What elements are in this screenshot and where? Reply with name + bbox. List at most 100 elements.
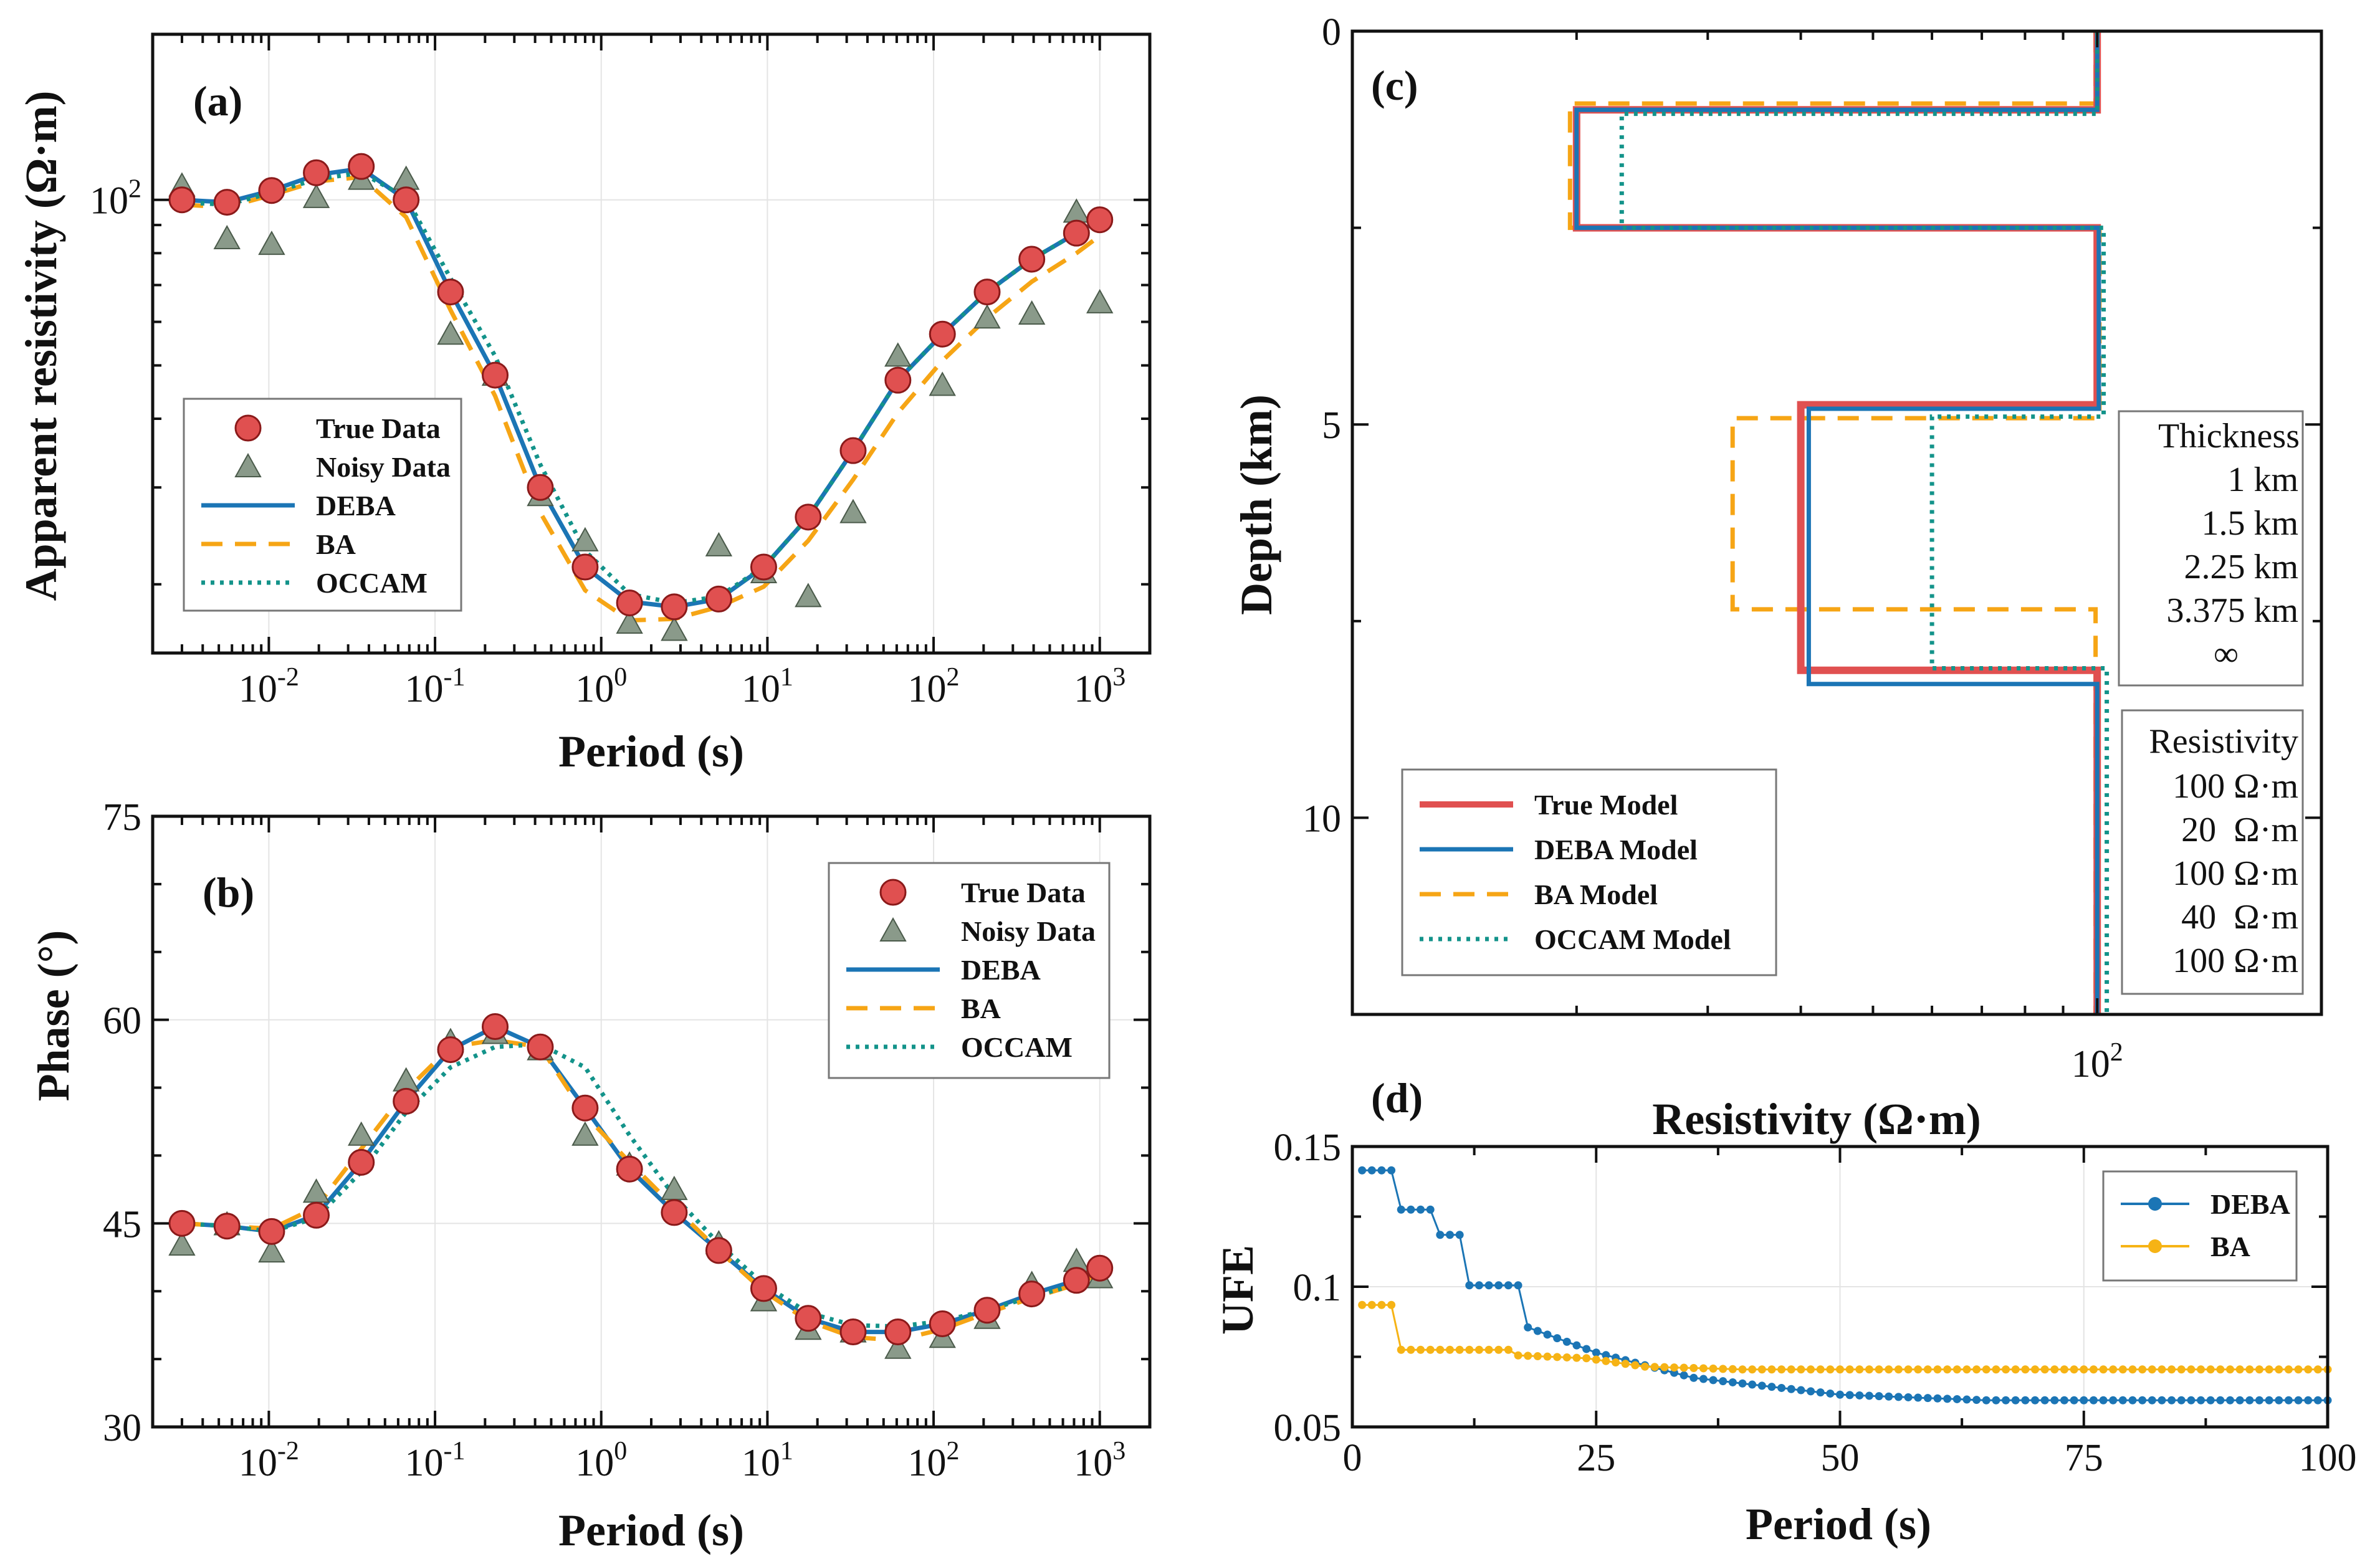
ufe-point-deba (1894, 1393, 1903, 1401)
true-data-point (1086, 1254, 1114, 1282)
true-data-point (839, 437, 867, 464)
ufe-point-ba (1446, 1345, 1454, 1354)
x-tick-label: 50 (1821, 1437, 1860, 1479)
ufe-point-deba (1407, 1205, 1415, 1214)
ufe-point-ba (1582, 1354, 1591, 1363)
true-data-point (571, 1094, 599, 1122)
ufe-point-deba (1738, 1379, 1747, 1388)
noisy-data-point (884, 1334, 912, 1359)
legend-label: Noisy Data (961, 915, 1096, 947)
ufe-point-ba (1709, 1364, 1718, 1373)
ufe-point-deba (1397, 1205, 1405, 1214)
ufe-point-deba (2060, 1396, 2068, 1404)
ufe-point-deba (1680, 1371, 1688, 1380)
ufe-point-deba (1914, 1393, 1923, 1402)
series-line-occam (181, 1042, 1101, 1329)
noisy-data-point (973, 304, 1001, 329)
y-tick-label: 102 (90, 175, 141, 222)
ufe-point-ba (1670, 1363, 1678, 1372)
ufe-point-deba (2021, 1396, 2030, 1404)
ufe-point-deba (1767, 1383, 1776, 1391)
thickness-value: ∞ (2214, 635, 2239, 674)
ufe-point-ba (1748, 1365, 1757, 1374)
ufe-point-ba (2060, 1365, 2068, 1374)
noisy-data-point (705, 532, 733, 556)
panel-c-plot-area: 0 5 10 102 True Model DEBA Model BA Model OCCAM… (1302, 11, 2323, 1085)
ufe-point-deba (2040, 1396, 2049, 1404)
true-data-point (661, 1199, 688, 1226)
ufe-point-ba (1377, 1300, 1386, 1309)
ufe-point-deba (2206, 1396, 2215, 1404)
ufe-point-ba (2177, 1365, 2186, 1374)
ufe-point-ba (1465, 1345, 1474, 1354)
ufe-point-deba (1455, 1231, 1464, 1239)
thickness-value: 1 km (2227, 460, 2298, 499)
ufe-point-deba (1358, 1166, 1367, 1175)
ufe-point-ba (1514, 1351, 1522, 1360)
legend-label: DEBA (316, 490, 396, 522)
true-data-point (213, 1213, 241, 1240)
resistivity-info-box: Resistivity 100 Ω·m 20 Ω·m 100 Ω·m 40 Ω·… (2121, 709, 2304, 995)
x-tick-label: 10-1 (405, 663, 466, 710)
noisy-data-point (616, 609, 643, 634)
ufe-point-deba (2226, 1396, 2234, 1404)
ufe-point-deba (2304, 1396, 2313, 1404)
true-data-point (482, 1013, 509, 1041)
resistivity-value: 40 Ω·m (2181, 898, 2298, 937)
ufe-point-ba (1777, 1365, 1786, 1374)
ufe-point-deba (1972, 1396, 1981, 1404)
ufe-point-deba (1719, 1377, 1728, 1386)
ufe-point-ba (2002, 1365, 2010, 1374)
ufe-point-deba (1417, 1205, 1425, 1214)
x-tick-label: 100 (2299, 1437, 2357, 1479)
ufe-point-ba (1933, 1365, 1942, 1374)
ufe-point-deba (1807, 1387, 1815, 1396)
ufe-point-deba (1982, 1396, 1991, 1404)
noisy-data-point (213, 224, 241, 250)
true-data-point (1086, 206, 1114, 234)
ufe-point-ba (2304, 1365, 2313, 1374)
ufe-point-ba (1719, 1365, 1728, 1373)
ufe-point-deba (1524, 1323, 1532, 1332)
ufe-point-ba (1962, 1365, 1971, 1374)
x-tick-label: 102 (908, 1437, 960, 1484)
ufe-point-ba (1631, 1361, 1640, 1370)
ufe-point-ba (1689, 1364, 1698, 1372)
ufe-point-ba (1543, 1352, 1552, 1361)
ufe-point-deba (1562, 1337, 1571, 1346)
ufe-point-deba (1757, 1381, 1766, 1390)
x-tick-label: 75 (2065, 1437, 2103, 1479)
ufe-line-ba (1362, 1304, 2328, 1371)
ufe-point-ba (2109, 1365, 2118, 1374)
ufe-point-deba (1553, 1334, 1562, 1343)
ufe-point-ba (1417, 1345, 1425, 1354)
ufe-point-ba (1982, 1365, 1991, 1374)
ufe-point-deba (1543, 1330, 1552, 1339)
ufe-point-ba (2206, 1365, 2215, 1374)
ufe-point-deba (1474, 1281, 1483, 1290)
true-data-point (661, 593, 688, 621)
x-tick-label: 103 (1074, 1437, 1125, 1484)
ufe-point-ba (1387, 1300, 1396, 1309)
ufe-point-ba (1641, 1362, 1649, 1371)
x-tick-label: 10-2 (239, 663, 299, 710)
legend-label: True Data (316, 412, 441, 444)
ufe-point-ba (2158, 1365, 2166, 1374)
ufe-point-ba (1426, 1345, 1435, 1354)
ufe-point-ba (2313, 1365, 2322, 1374)
y-tick-label: 45 (103, 1203, 141, 1246)
ufe-point-deba (1933, 1394, 1942, 1403)
ufe-point-deba (1436, 1231, 1445, 1239)
legend-label: BA (316, 528, 356, 560)
ufe-point-ba (2284, 1365, 2293, 1374)
noisy-data-point (1086, 288, 1114, 313)
true-data-point (973, 279, 1001, 306)
series-line-deba (181, 1024, 1101, 1335)
ufe-point-ba (1592, 1355, 1600, 1364)
ufe-point-ba (1572, 1353, 1581, 1362)
true-data-point (1018, 246, 1046, 273)
x-tick-label: 10-1 (405, 1437, 466, 1484)
ufe-point-deba (2245, 1396, 2254, 1404)
ufe-point-deba (2284, 1396, 2293, 1404)
panel-b-plot-area: 10-2 10-1 100 101 102 103 30 45 60 75 True Data Noi… (103, 796, 1152, 1484)
